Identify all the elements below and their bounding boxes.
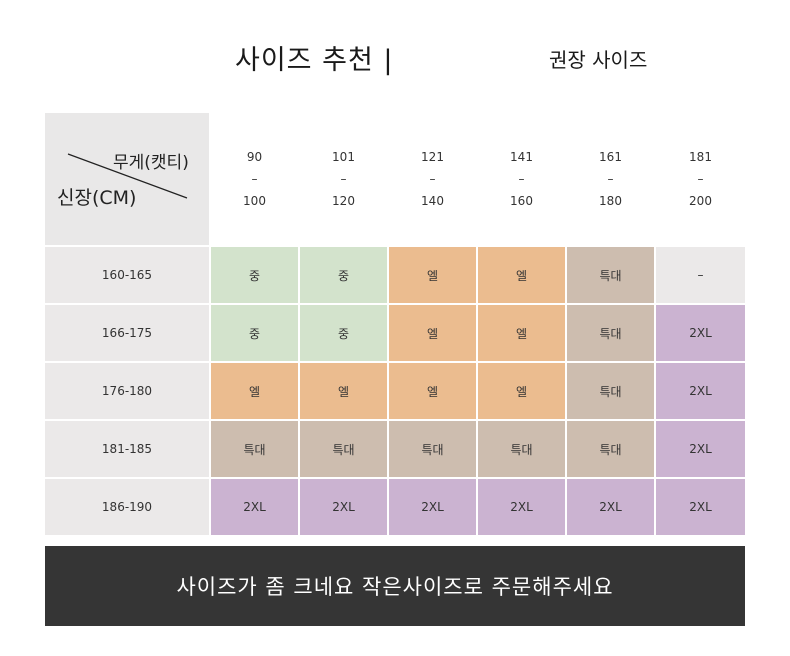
size-cell: 중 [300, 247, 387, 303]
size-cell: 2XL [211, 479, 298, 535]
size-cell: 2XL [656, 479, 745, 535]
height-axis-label: 신장(CM) [57, 187, 137, 209]
height-row-header: 160-165 [45, 247, 209, 303]
size-cell: 중 [211, 247, 298, 303]
weight-column-header: 181–200 [656, 113, 745, 245]
size-cell: 중 [300, 305, 387, 361]
size-cell: 2XL [656, 363, 745, 419]
size-cell: 엘 [478, 247, 565, 303]
size-cell: 특대 [567, 247, 654, 303]
weight-column-header: 90–100 [211, 113, 298, 245]
size-cell: 특대 [211, 421, 298, 477]
size-cell: 엘 [389, 247, 476, 303]
size-cell: 특대 [567, 363, 654, 419]
diagonal-divider [67, 153, 188, 199]
height-row-header: 176-180 [45, 363, 209, 419]
size-cell: – [656, 247, 745, 303]
size-cell: 엘 [300, 363, 387, 419]
weight-column-header: 141–160 [478, 113, 565, 245]
size-cell: 2XL [656, 421, 745, 477]
table-corner-header: 무게(캣티) 신장(CM) [45, 113, 209, 245]
page-title: 사이즈 추천 | [235, 45, 394, 76]
size-cell: 특대 [567, 305, 654, 361]
size-cell: 특대 [567, 421, 654, 477]
height-row-header: 166-175 [45, 305, 209, 361]
size-cell: 2XL [389, 479, 476, 535]
page-subtitle: 권장 사이즈 [549, 48, 648, 72]
size-chart-table: 무게(캣티) 신장(CM) 90–100 101–120 121–140 141… [45, 113, 745, 535]
size-cell: 엘 [389, 363, 476, 419]
size-cell: 특대 [478, 421, 565, 477]
size-cell: 엘 [389, 305, 476, 361]
weight-column-header: 121–140 [389, 113, 476, 245]
size-cell: 2XL [478, 479, 565, 535]
notice-banner: 사이즈가 좀 크네요 작은사이즈로 주문해주세요 [45, 546, 745, 626]
size-cell: 특대 [300, 421, 387, 477]
size-cell: 엘 [211, 363, 298, 419]
weight-column-header: 101–120 [300, 113, 387, 245]
size-cell: 엘 [478, 305, 565, 361]
size-cell: 중 [211, 305, 298, 361]
size-cell: 특대 [389, 421, 476, 477]
size-cell: 엘 [478, 363, 565, 419]
weight-column-header: 161–180 [567, 113, 654, 245]
size-cell: 2XL [300, 479, 387, 535]
height-row-header: 186-190 [45, 479, 209, 535]
size-cell: 2XL [567, 479, 654, 535]
weight-axis-label: 무게(캣티) [113, 153, 189, 173]
height-row-header: 181-185 [45, 421, 209, 477]
size-cell: 2XL [656, 305, 745, 361]
